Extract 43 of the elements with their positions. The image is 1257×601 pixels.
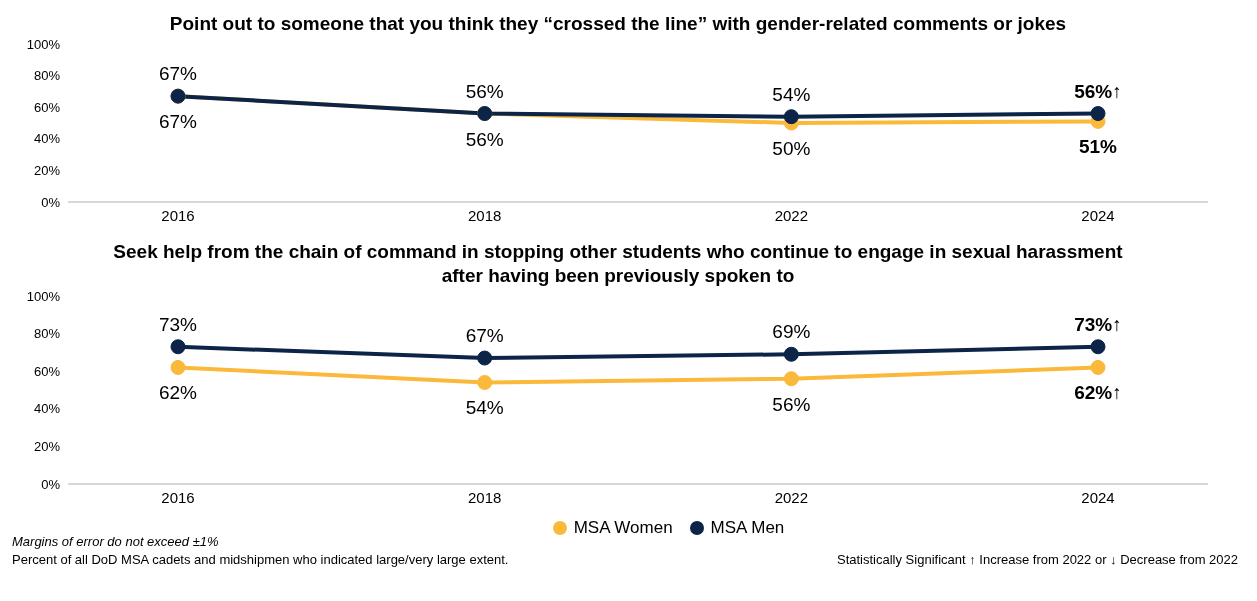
data-label: 50% [772, 138, 811, 159]
data-label: 54% [772, 83, 811, 105]
data-label: 67% [465, 325, 504, 347]
y-tick-label: 80% [33, 68, 61, 84]
data-label: 69% [772, 321, 811, 343]
y-tick-label: 0% [41, 476, 61, 492]
y-tick-label: 0% [41, 194, 61, 210]
x-tick-label: 2018 [467, 206, 502, 224]
data-label: 73%↑ [1074, 313, 1122, 335]
data-label: 62%↑ [1074, 382, 1122, 404]
y-tick-label: 80% [33, 326, 61, 342]
data-label: 54% [465, 397, 504, 419]
x-tick-label: 2016 [161, 488, 195, 506]
y-tick-label: 40% [33, 401, 61, 417]
legend-label: MSA Women [573, 518, 673, 538]
data-label: 62% [158, 382, 198, 404]
chart-title: Point out to someone that you think they “crossed the line” with gender-related comments or jokes [168, 12, 1068, 36]
x-tick-label: 2022 [774, 488, 809, 506]
y-tick-label: 20% [33, 439, 61, 455]
y-tick-label: 60% [33, 99, 61, 115]
y-tick-label: 60% [33, 363, 61, 379]
data-label: 56% [465, 80, 504, 102]
x-tick-label: 2024 [1081, 488, 1115, 506]
y-tick-label: 20% [33, 163, 61, 179]
data-label: 67% [158, 63, 198, 85]
x-tick-label: 2016 [161, 206, 195, 224]
y-tick-label: 100% [26, 36, 61, 52]
text: Margins of error do not exceed ±1% [12, 534, 219, 549]
x-tick-label: 2024 [1081, 206, 1115, 224]
data-label: 73% [158, 313, 198, 335]
x-tick-label: 2022 [774, 206, 809, 224]
chart-title: Seek help from the chain of command in stopping other students who continue to engage in sexual harassment after having been previously spoken to [112, 240, 1124, 288]
data-label: 67% [158, 111, 198, 133]
data-label: 56% [772, 393, 811, 415]
y-tick-label: 100% [26, 288, 61, 304]
text: Percent of all DoD MSA cadets and midshipmen who indicated large/very large extent. [12, 552, 509, 567]
x-tick-label: 2018 [467, 488, 502, 506]
data-label: 56%↑ [1074, 80, 1122, 102]
data-label: 56% [465, 128, 504, 150]
y-tick-label: 40% [33, 131, 61, 147]
text: Statistically Significant ↑ Increase from 2022 or ↓ Decrease from 2022 [836, 552, 1238, 567]
data-label: 51% [1078, 136, 1118, 158]
legend-label: MSA Men [710, 518, 785, 538]
